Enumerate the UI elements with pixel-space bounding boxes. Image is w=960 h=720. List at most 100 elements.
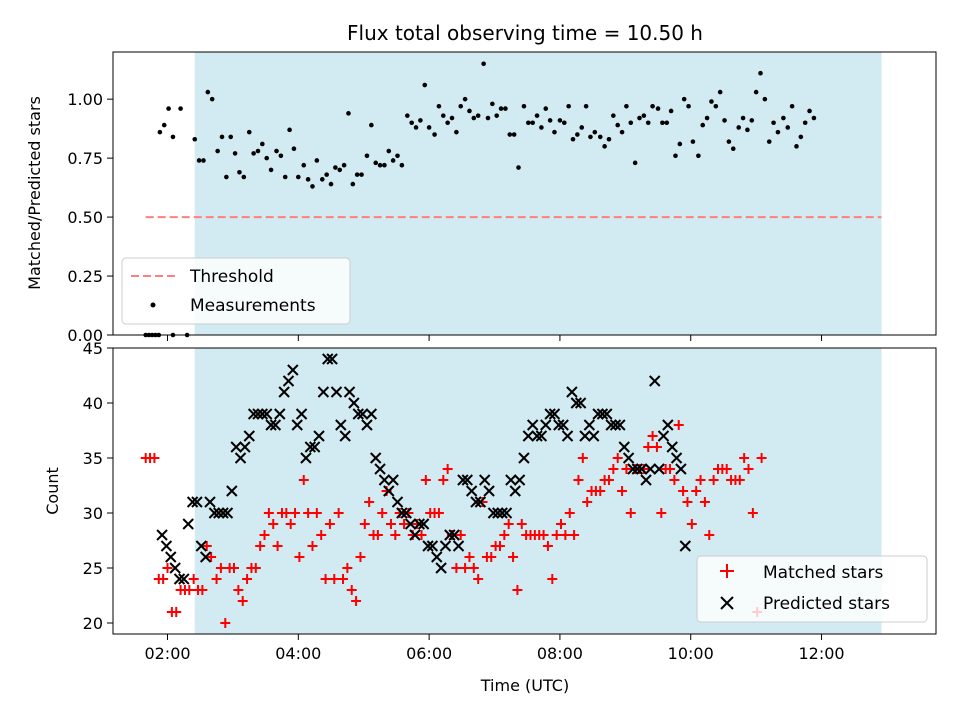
predicted-star-marker — [570, 397, 582, 409]
matched-star-marker — [451, 563, 462, 573]
measurement-point — [530, 120, 535, 126]
measurement-point — [494, 113, 500, 118]
measurement-point — [794, 144, 799, 149]
measurement-point — [552, 129, 557, 135]
matched-star-marker — [617, 486, 628, 496]
bottom-axes-frame — [112, 347, 937, 635]
predicted-star-marker — [221, 507, 234, 519]
predicted-star-marker — [601, 408, 613, 420]
measurement-point — [490, 101, 495, 107]
measurement-point — [268, 167, 274, 173]
predicted-star-marker — [574, 397, 587, 409]
matched-star-marker — [464, 552, 475, 562]
measurement-point — [681, 96, 687, 102]
matched-star-marker — [595, 486, 606, 496]
matched-star-marker — [438, 475, 449, 485]
matched-star-marker — [316, 530, 327, 540]
predicted-star-marker — [369, 452, 382, 464]
measurement-point — [758, 70, 763, 76]
measurement-point — [405, 113, 410, 118]
measurement-point — [205, 89, 211, 95]
predicted-star-marker — [492, 507, 504, 519]
matched-star-marker — [263, 508, 274, 518]
measurement-point — [802, 120, 808, 126]
matched-star-marker — [682, 497, 693, 507]
measurement-point — [637, 115, 642, 121]
matched-star-marker — [364, 497, 375, 507]
bottom-x-tick-label: 08:00 — [537, 644, 583, 663]
matched-star-marker — [608, 464, 619, 474]
predicted-star-marker — [234, 452, 247, 464]
matched-star-marker — [399, 519, 410, 529]
matched-star-marker — [433, 508, 444, 518]
predicted-star-marker — [596, 408, 609, 420]
measurement-point — [260, 141, 265, 147]
measurement-point — [664, 120, 670, 126]
measurement-point — [399, 162, 405, 168]
predicted-star-marker — [247, 408, 260, 420]
measurement-point — [641, 113, 647, 118]
predicted-star-marker — [199, 551, 212, 563]
measurement-point — [481, 61, 486, 67]
measurement-point — [161, 122, 167, 128]
measurement-point — [583, 103, 589, 109]
predicted-star-marker — [396, 507, 408, 519]
predicted-star-marker — [457, 474, 469, 486]
predicted-star-marker — [195, 540, 208, 552]
measurement-point — [557, 118, 563, 123]
matched-star-marker — [542, 541, 553, 551]
measurement-point — [713, 103, 719, 109]
predicted-star-marker — [474, 496, 487, 508]
measurement-point — [566, 103, 571, 109]
matched-star-marker — [508, 552, 519, 562]
predicted-star-marker — [644, 463, 657, 475]
predicted-star-marker — [583, 419, 596, 431]
measurement-point — [278, 153, 284, 159]
matched-star-marker — [560, 530, 571, 540]
matched-star-marker — [577, 453, 588, 463]
predicted-star-marker — [356, 408, 369, 420]
bottom-y-tick-label: 25 — [83, 559, 103, 578]
predicted-star-marker — [470, 496, 482, 508]
measurement-point — [224, 174, 229, 180]
measurement-point — [547, 118, 553, 123]
measurement-point — [333, 165, 338, 170]
predicted-star-marker — [657, 430, 670, 442]
predicted-star-marker — [513, 474, 526, 486]
predicted-star-marker — [461, 474, 473, 486]
matched-star-marker — [564, 508, 575, 518]
matched-star-marker — [665, 464, 676, 474]
matched-star-marker — [237, 596, 248, 606]
predicted-star-marker — [487, 507, 500, 519]
matched-star-marker — [188, 574, 199, 584]
matched-star-marker — [242, 574, 253, 584]
measurement-point — [458, 103, 464, 109]
measurement-point — [426, 125, 432, 130]
predicted-star-marker — [252, 408, 264, 420]
predicted-star-marker — [400, 507, 412, 519]
matched-star-marker — [503, 519, 514, 529]
measurement-point — [628, 120, 634, 126]
measurement-point — [722, 118, 727, 123]
matched-star-marker — [342, 563, 353, 573]
predicted-star-marker — [295, 408, 308, 420]
matched-star-marker — [290, 508, 301, 518]
matched-star-marker — [486, 552, 497, 562]
measurement-point — [811, 115, 817, 121]
matched-star-marker — [708, 475, 719, 485]
matched-star-marker — [333, 508, 344, 518]
matched-star-marker — [268, 519, 279, 529]
predicted-star-marker — [348, 397, 360, 409]
predicted-star-marker — [679, 540, 691, 552]
matched-star-marker — [582, 497, 593, 507]
predicted-star-marker — [282, 375, 295, 387]
matched-star-marker — [691, 486, 702, 496]
measurement-point — [255, 148, 261, 154]
predicted-star-marker — [640, 474, 652, 486]
measurement-point — [196, 158, 202, 163]
matched-star-marker — [512, 585, 523, 595]
measurement-point — [264, 155, 269, 161]
bottom-y-tick-label: 45 — [83, 339, 103, 358]
measurement-point — [409, 120, 414, 126]
matched-star-marker — [499, 530, 510, 540]
